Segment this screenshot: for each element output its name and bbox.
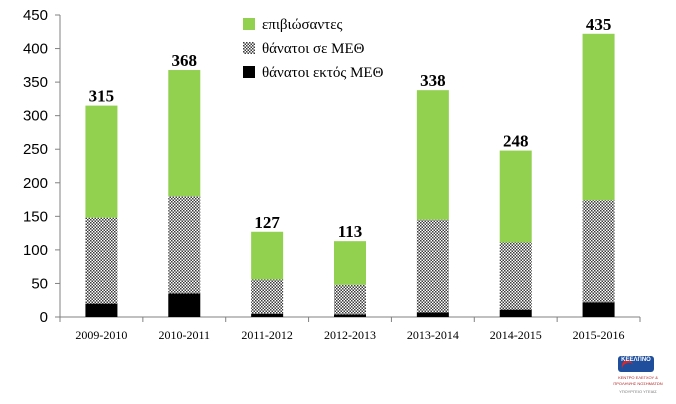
bar-segment: [499, 309, 532, 317]
bar-segment: [334, 284, 366, 315]
y-tick-label: 100: [23, 242, 48, 259]
bar-segment: [416, 219, 449, 313]
y-tick-label: 0: [40, 309, 48, 326]
x-tick-label: 2013-2014: [407, 328, 459, 342]
bar-segment: [582, 33, 615, 201]
bar-segment: [251, 313, 284, 317]
logo-line-3: ΥΠΟΥΡΓΕΙΟ ΥΓΕΙΑΣ: [619, 389, 657, 394]
total-label: 248: [503, 132, 529, 151]
total-label: 127: [254, 213, 280, 232]
y-tick-label: 450: [23, 7, 48, 24]
x-tick-label: 2014-2015: [490, 328, 542, 342]
legend-label: θάνατοι εκτός ΜΕΘ: [262, 65, 384, 81]
logo-line-2: ΠΡΟΛΗΨΗΣ ΝΟΣΗΜΑΤΩΝ: [613, 381, 663, 386]
bar-segment: [251, 231, 284, 280]
total-label: 315: [89, 87, 115, 106]
x-tick-label: 2012-2013: [324, 328, 376, 342]
bar-segment: [499, 150, 532, 243]
bar-segment: [168, 293, 201, 317]
axes: 0 50 100 150 200 250 300 350 400 450 2009-2010 2010…: [23, 7, 641, 342]
bar-segment: [168, 196, 201, 294]
logo-line-1: ΚΕΝΤΡΟ ΕΛΕΓΧΟΥ &: [618, 375, 658, 380]
legend-swatch: [243, 18, 255, 30]
y-tick-label: 400: [23, 41, 48, 58]
x-tick-label: 2009-2010: [75, 328, 127, 342]
total-label: 113: [338, 222, 363, 241]
bar-segment: [416, 90, 449, 220]
total-label: 368: [172, 51, 198, 70]
logo-badge-text: ΚΕΕΛΠΝΟ: [621, 357, 651, 363]
legend-swatch: [243, 42, 255, 54]
logo-badge: ΚΕΕΛΠΝΟ: [618, 356, 654, 377]
bar-segment: [85, 105, 118, 218]
bar-segment: [582, 200, 615, 303]
bar-segment: [334, 241, 366, 285]
bar-segment: [168, 70, 201, 197]
total-label: 338: [420, 71, 446, 90]
y-tick-label: 350: [23, 74, 48, 91]
bars: [85, 33, 615, 317]
legend-swatch: [243, 66, 255, 78]
y-tick-label: 200: [23, 175, 48, 192]
y-tick-label: 300: [23, 108, 48, 125]
y-tick-label: 250: [23, 141, 48, 158]
y-tick-label: 50: [31, 275, 48, 292]
legend-label: θάνατοι σε ΜΕΘ: [262, 41, 365, 57]
legend-label: επιβιώσαντες: [262, 17, 343, 33]
bar-segment: [251, 279, 284, 314]
legend: επιβιώσαντες θάνατοι σε ΜΕΘ θάνατοι εκτός …: [243, 17, 384, 81]
y-tick-label: 150: [23, 208, 48, 225]
bar-segment: [334, 314, 366, 317]
bar-segment: [416, 312, 449, 317]
total-labels: 315 368 127 113 338 248 435: [89, 15, 612, 241]
bar-segment: [499, 242, 532, 310]
total-label: 435: [586, 15, 612, 34]
bar-segment: [85, 303, 118, 317]
keelpno-logo: ΚΕΕΛΠΝΟ ΚΕΝΤΡΟ ΕΛΕΓΧΟΥ & ΠΡΟΛΗΨΗΣ ΝΟΣΗΜΑ…: [604, 356, 672, 400]
bar-segment: [85, 217, 118, 304]
x-tick-label: 2010-2011: [159, 328, 211, 342]
bar-segment: [582, 302, 615, 317]
x-tick-label: 2011-2012: [241, 328, 293, 342]
x-tick-label: 2015-2016: [573, 328, 625, 342]
